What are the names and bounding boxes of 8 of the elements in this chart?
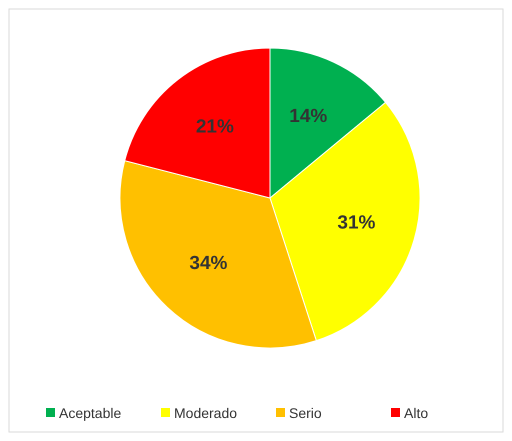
data-label: 34% — [189, 253, 228, 274]
data-label: 31% — [337, 212, 376, 234]
data-label: 21% — [196, 116, 234, 138]
legend-label: Serio — [289, 405, 322, 421]
legend-label: Alto — [404, 405, 428, 421]
legend-label: Moderado — [174, 405, 238, 421]
data-label: 14% — [289, 106, 328, 128]
legend-label: Aceptable — [59, 405, 122, 421]
